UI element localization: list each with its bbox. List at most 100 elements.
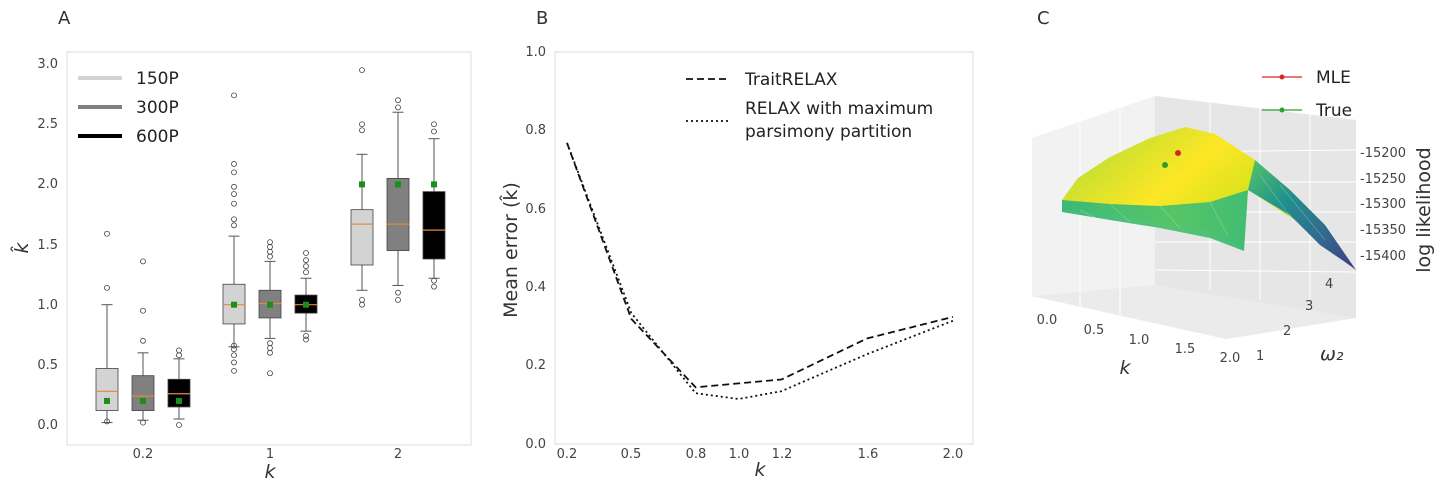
c-xtick-1: 0.5 <box>1084 323 1105 338</box>
b-legend-label-traitrelax: TraitRELAX <box>744 70 838 90</box>
a-flier-300p-0.2-0 <box>140 419 146 426</box>
a-flier-300p-1-4 <box>267 253 273 260</box>
c-legend: MLE True <box>1262 68 1352 121</box>
b-ytick-1: 0.2 <box>525 358 546 373</box>
c-yticks: 1 2 3 4 <box>1256 277 1333 364</box>
c-mle-point <box>1175 150 1181 156</box>
a-flier-150p-2-4 <box>359 67 365 74</box>
panel-label-a: A <box>58 8 71 29</box>
b-ylabel: Mean error (k̂) <box>500 182 522 318</box>
a-flier-300p-1-5 <box>267 248 273 255</box>
a-flier-150p-0.2-1 <box>104 284 110 291</box>
a-xlabel: k <box>264 461 276 483</box>
a-flier-300p-1-6 <box>267 244 273 250</box>
a-xtick-0: 0.2 <box>133 447 154 462</box>
a-flier-150p-1-3 <box>231 346 237 353</box>
c-ztick-0: -15200 <box>1360 146 1406 161</box>
b-xtick-1: 0.5 <box>621 447 642 462</box>
a-flier-150p-0.2-2 <box>104 230 110 237</box>
a-mean-150p-1 <box>231 301 237 308</box>
c-zlabel: log likelihood <box>1413 147 1435 273</box>
c-surface-front <box>1062 190 1248 251</box>
c-mesh <box>1079 174 1326 241</box>
panel-b-linechart: 0.0 0.2 0.4 0.6 0.8 1.0 0.2 0.5 0.8 1.0 … <box>500 45 974 481</box>
c-true-point <box>1162 162 1168 168</box>
a-flier-150p-1-9 <box>231 183 237 190</box>
a-flier-150p-1-12 <box>231 92 237 99</box>
a-box-600p-2 <box>422 191 446 260</box>
c-ztick-4: -15400 <box>1360 249 1406 264</box>
a-mean-600p-1 <box>303 301 309 308</box>
b-series-line-0 <box>566 142 954 389</box>
a-flier-600p-1-3 <box>303 263 309 270</box>
a-flier-300p-2-2 <box>395 104 401 111</box>
a-ytick-1: 0.5 <box>37 358 58 373</box>
a-flier-300p-1-1 <box>267 349 273 356</box>
a-ylabel: k̂ <box>11 242 33 254</box>
panel-a-boxplot: 0.0 0.5 1.0 1.5 2.0 2.5 3.0 0.2 1 2 k k̂… <box>11 51 472 483</box>
a-flier-300p-2-0 <box>395 296 401 303</box>
a-ytick-0: 0.0 <box>37 418 58 433</box>
a-flier-150p-1-5 <box>231 222 237 229</box>
a-flier-150p-1-7 <box>231 200 237 207</box>
a-box-300p-0.2 <box>131 375 155 411</box>
a-flier-600p-0.2-2 <box>176 347 182 354</box>
a-flier-150p-0.2-0 <box>104 418 110 425</box>
a-flier-600p-2-3 <box>431 121 437 128</box>
c-xtick-0: 0.0 <box>1037 313 1058 328</box>
c-surface-slope <box>1248 160 1356 270</box>
b-xtick-4: 1.2 <box>772 447 793 462</box>
a-xtick-1: 1 <box>266 447 274 462</box>
c-xlabel: k <box>1119 357 1131 379</box>
a-flier-150p-2-3 <box>359 121 365 128</box>
a-ytick-5: 2.5 <box>37 117 58 132</box>
b-xtick-6: 2.0 <box>943 447 964 462</box>
a-flier-300p-2-1 <box>395 289 401 296</box>
a-flier-150p-1-2 <box>231 352 237 359</box>
a-flier-150p-1-0 <box>231 367 237 374</box>
a-mean-300p-0.2 <box>140 397 146 404</box>
c-ytick-0: 1 <box>1256 349 1264 364</box>
a-flier-300p-0.2-1 <box>140 337 146 344</box>
a-flier-150p-2-0 <box>359 301 365 308</box>
a-flier-150p-1-8 <box>231 191 237 197</box>
a-box-600p-0.2 <box>167 378 191 408</box>
b-ytick-0: 0.0 <box>525 437 546 452</box>
panel-b-frame <box>554 51 974 445</box>
c-ztick-1: -15250 <box>1360 172 1406 187</box>
a-flier-600p-2-1 <box>431 277 437 284</box>
a-mean-600p-2 <box>431 181 437 188</box>
b-xlabel: k <box>754 459 766 481</box>
a-flier-600p-1-2 <box>303 269 309 276</box>
a-flier-300p-1-0 <box>267 370 273 377</box>
a-flier-600p-0.2-1 <box>176 352 182 359</box>
panel-b-xticks: 0.2 0.5 0.8 1.0 1.2 1.6 2.0 <box>557 447 964 462</box>
panel-a-yticks: 0.0 0.5 1.0 1.5 2.0 2.5 3.0 <box>37 57 58 433</box>
a-flier-150p-1-10 <box>231 169 237 176</box>
a-flier-150p-1-11 <box>231 161 237 167</box>
a-flier-600p-0.2-0 <box>176 422 182 428</box>
a-flier-600p-1-5 <box>303 250 309 256</box>
a-flier-300p-1-3 <box>267 340 273 347</box>
b-ytick-3: 0.6 <box>525 202 546 217</box>
c-ylabel: ω₂ <box>1320 343 1344 365</box>
a-flier-300p-2-3 <box>395 97 401 104</box>
a-mean-300p-2 <box>395 181 401 188</box>
c-xtick-3: 1.5 <box>1175 342 1196 357</box>
a-mean-300p-1 <box>267 301 273 308</box>
panel-label-c: C <box>1037 8 1050 29</box>
a-ytick-2: 1.0 <box>37 298 58 313</box>
a-flier-600p-2-0 <box>431 283 437 290</box>
c-xtick-4: 2.0 <box>1220 351 1241 366</box>
c-floor-pane <box>1032 285 1356 339</box>
a-flier-300p-0.2-3 <box>140 258 146 265</box>
a-flier-150p-1-4 <box>231 342 237 349</box>
c-legend-label-mle: MLE <box>1316 68 1351 88</box>
a-ytick-6: 3.0 <box>37 57 58 72</box>
b-ytick-4: 0.8 <box>525 123 546 138</box>
c-legend-label-true: True <box>1315 101 1352 121</box>
c-ztick-2: -15300 <box>1360 197 1406 212</box>
b-ytick-2: 0.4 <box>525 280 546 295</box>
a-mean-600p-0.2 <box>176 397 182 404</box>
